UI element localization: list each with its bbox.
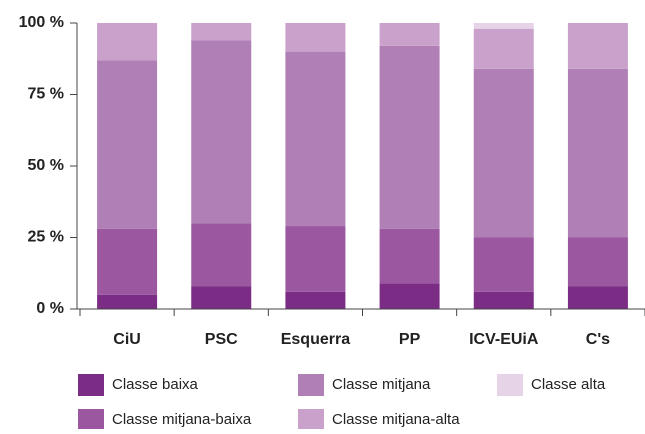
- bar-segment: [191, 286, 252, 309]
- legend-label: Classe alta: [531, 376, 606, 393]
- legend-swatch: [78, 409, 104, 431]
- y-tick-label: 75 %: [28, 86, 64, 103]
- bar-segment: [567, 68, 628, 238]
- legend-swatch: [298, 374, 324, 396]
- legend-swatch: [497, 374, 523, 396]
- x-tick-label: PP: [399, 331, 421, 348]
- x-tick-label: ICV-EUiA: [469, 331, 539, 348]
- bar-segment: [567, 237, 628, 287]
- bar-segment: [379, 45, 440, 229]
- bar-segment: [97, 23, 158, 61]
- legend-swatch: [78, 374, 104, 396]
- bar-segment: [379, 283, 440, 309]
- y-tick-label: 25 %: [28, 229, 64, 246]
- y-tick-label: 50 %: [28, 157, 64, 174]
- bar-segment: [191, 40, 252, 224]
- bar-segment: [191, 23, 252, 41]
- legend-label: Classe mitjana-baixa: [112, 411, 252, 428]
- y-tick-label: 100 %: [19, 14, 64, 31]
- legend-label: Classe baixa: [112, 376, 199, 393]
- bar-segment: [97, 60, 158, 229]
- legend-swatch: [298, 409, 324, 431]
- legend-label: Classe mitjana-alta: [332, 411, 460, 428]
- bar-segment: [285, 51, 346, 227]
- bar-segment: [285, 226, 346, 292]
- legend-label: Classe mitjana: [332, 376, 431, 393]
- x-tick-label: CiU: [113, 331, 141, 348]
- bar-segment: [567, 23, 628, 69]
- bar-segment: [379, 23, 440, 46]
- bar-segment: [473, 68, 534, 238]
- bar-segment: [473, 28, 534, 69]
- x-tick-label: PSC: [205, 331, 238, 348]
- bar-segment: [473, 23, 534, 29]
- y-tick-label: 0 %: [36, 300, 64, 317]
- x-tick-label: Esquerra: [281, 331, 350, 348]
- bar-segment: [97, 294, 158, 309]
- bar-segment: [191, 223, 252, 287]
- bar-segment: [97, 228, 158, 295]
- bar-segment: [285, 291, 346, 309]
- bar-segment: [567, 286, 628, 309]
- x-tick-label: C's: [586, 331, 610, 348]
- bar-segment: [473, 291, 534, 309]
- bar-segment: [285, 23, 346, 52]
- bar-segment: [379, 228, 440, 284]
- bar-segment: [473, 237, 534, 292]
